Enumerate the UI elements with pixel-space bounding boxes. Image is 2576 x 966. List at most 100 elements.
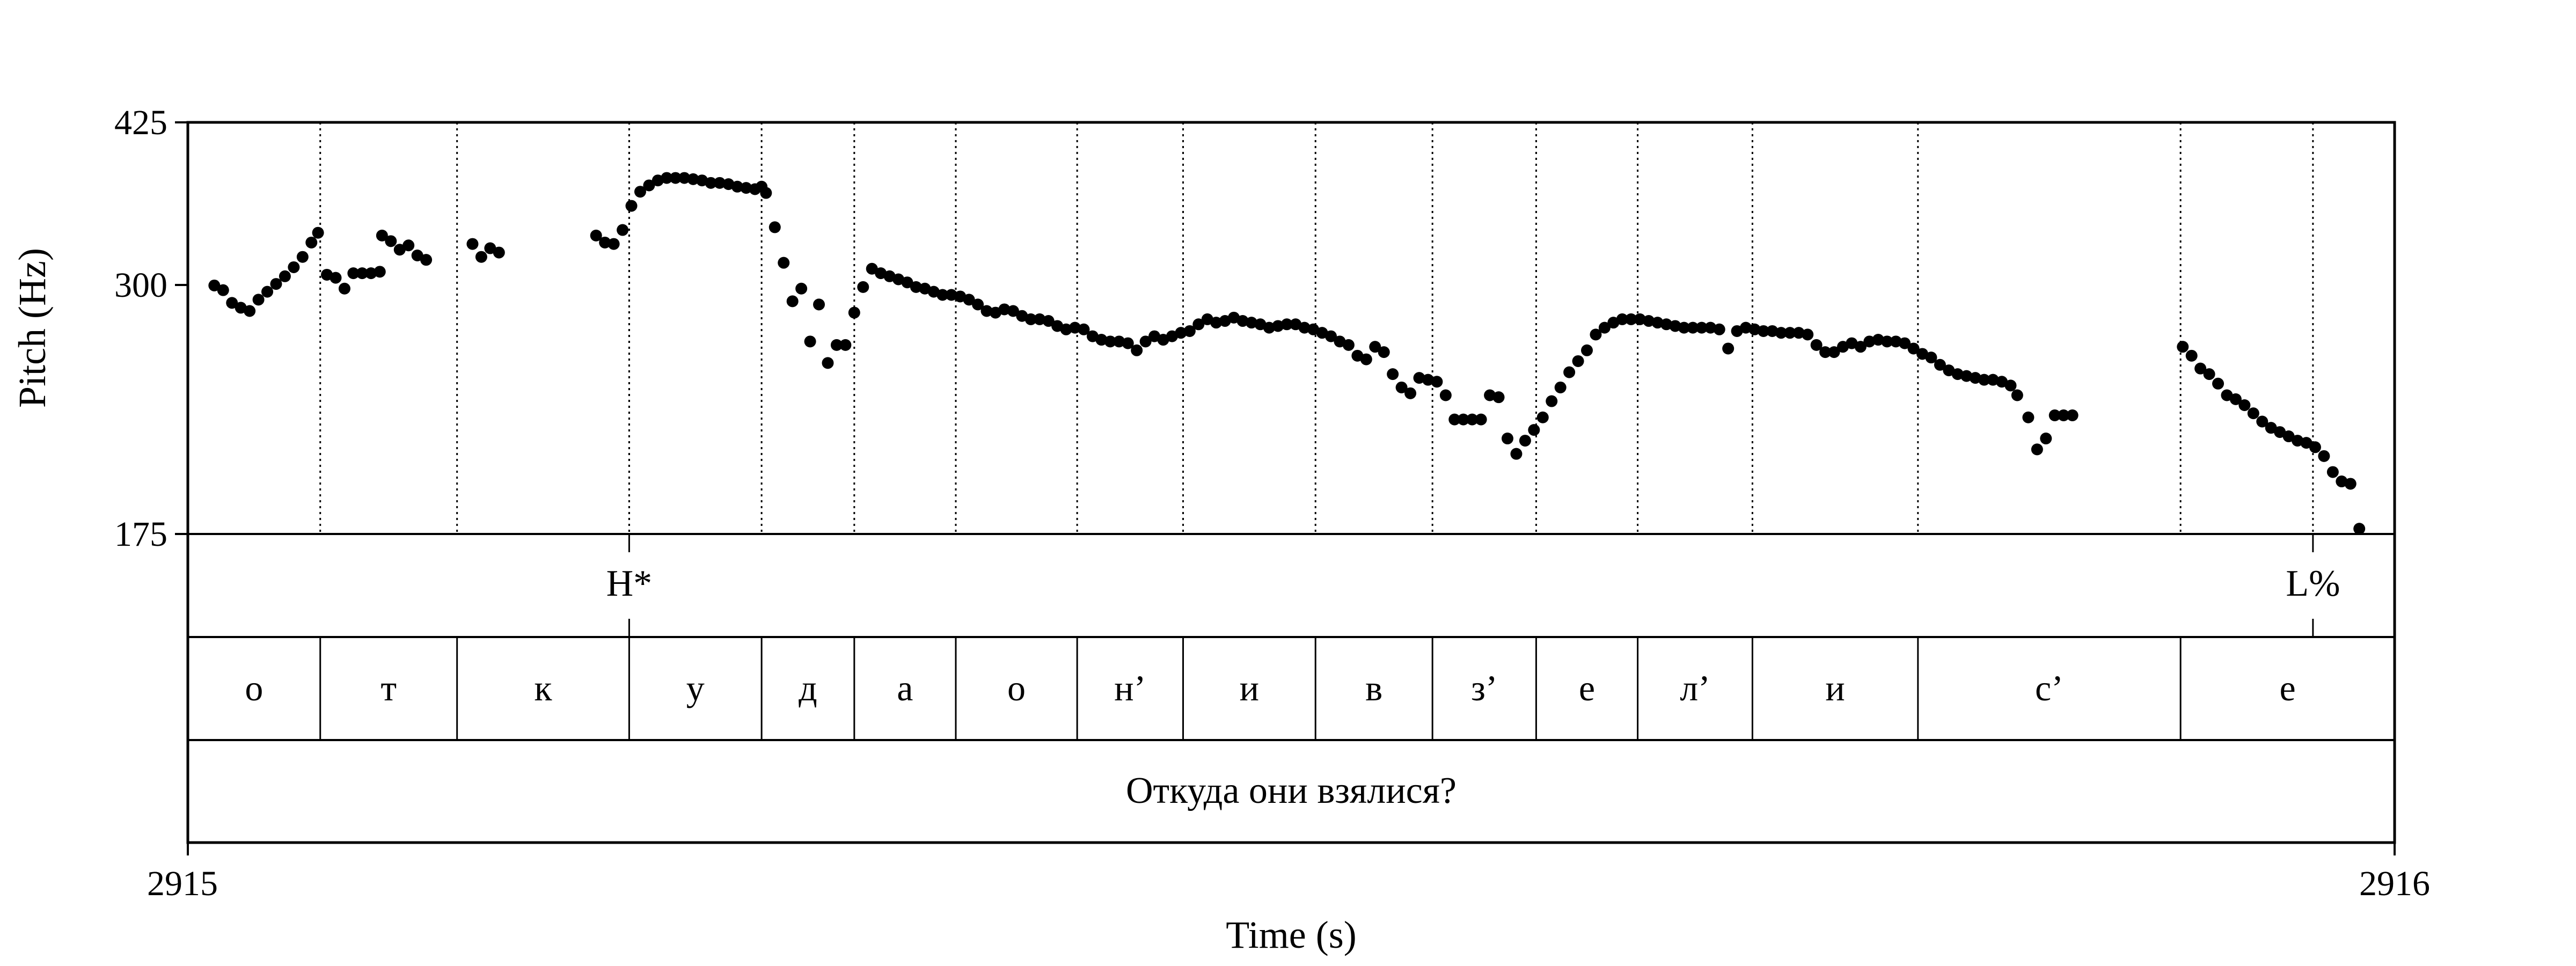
pitch-point-179 — [1899, 337, 1911, 349]
pitch-point-55 — [804, 335, 816, 348]
pitch-point-140 — [1554, 381, 1567, 393]
pitch-point-138 — [1536, 411, 1549, 423]
pitch-point-187 — [1969, 372, 1981, 384]
segment-label-13: и — [1825, 668, 1845, 708]
pitch-point-210 — [2274, 426, 2286, 438]
pitch-point-170 — [1819, 346, 1832, 358]
pitch-point-175 — [1863, 335, 1876, 348]
pitch-point-30 — [590, 229, 602, 241]
pitch-point-185 — [1951, 368, 1964, 380]
pitch-point-214 — [2309, 441, 2321, 453]
pitch-point-35 — [634, 186, 646, 198]
pitch-point-188 — [1978, 374, 1990, 386]
pitch-point-194 — [2031, 443, 2043, 456]
segment-label-11: е — [1579, 668, 1595, 708]
segment-label-8: и — [1240, 668, 1259, 708]
pitch-point-173 — [1846, 337, 1858, 349]
pitch-point-121 — [1387, 368, 1399, 380]
segment-label-6: о — [1007, 668, 1026, 708]
pitch-point-217 — [2336, 475, 2348, 488]
segment-label-5: а — [897, 668, 913, 708]
pitch-point-6 — [261, 286, 274, 298]
pitch-point-74 — [972, 298, 984, 311]
pitch-point-143 — [1581, 344, 1593, 356]
pitch-point-211 — [2282, 430, 2295, 443]
pitch-point-18 — [365, 267, 377, 280]
pitch-point-38 — [661, 172, 673, 184]
pitch-point-19 — [374, 266, 386, 278]
pitch-point-20 — [376, 229, 388, 241]
pitch-point-197 — [2058, 409, 2070, 421]
pitch-point-201 — [2194, 362, 2207, 375]
pitch-point-26 — [466, 238, 479, 250]
pitch-point-142 — [1572, 355, 1584, 367]
pitch-point-114 — [1325, 330, 1337, 342]
pitch-point-70 — [936, 289, 949, 301]
pitch-point-162 — [1748, 323, 1761, 335]
y-tick-label-425: 425 — [114, 103, 167, 142]
pitch-point-165 — [1775, 327, 1787, 339]
pitch-point-119 — [1369, 341, 1381, 353]
segment-label-2: к — [535, 668, 553, 708]
pitch-point-56 — [813, 298, 825, 311]
pitch-point-62 — [866, 262, 878, 275]
pitch-point-41 — [687, 173, 699, 185]
pitch-point-205 — [2229, 393, 2242, 405]
pitch-point-186 — [1960, 370, 1973, 382]
pitch-point-147 — [1616, 313, 1628, 325]
pitch-point-203 — [2212, 377, 2224, 390]
pitch-point-202 — [2203, 368, 2215, 380]
pitch-point-163 — [1757, 325, 1769, 337]
pitch-point-78 — [1007, 305, 1019, 317]
pitch-point-177 — [1881, 335, 1893, 348]
pitch-point-159 — [1722, 342, 1735, 355]
tone-label-1: L% — [2286, 563, 2340, 604]
tone-label-0: H* — [606, 563, 653, 604]
pitch-point-89 — [1104, 335, 1116, 348]
pitch-point-151 — [1651, 317, 1664, 329]
pitch-point-148 — [1625, 313, 1637, 325]
pitch-point-51 — [769, 221, 781, 233]
pitch-point-57 — [822, 357, 834, 369]
pitch-point-27 — [475, 251, 487, 263]
pitch-point-158 — [1713, 323, 1725, 335]
segment-label-12: л’ — [1680, 668, 1710, 708]
pitch-point-174 — [1854, 341, 1867, 353]
pitch-point-126 — [1431, 376, 1443, 388]
pitch-point-218 — [2344, 478, 2357, 490]
pitch-point-213 — [2300, 437, 2312, 449]
segment-label-7: н’ — [1114, 668, 1146, 708]
pitch-point-81 — [1034, 313, 1046, 325]
pitch-point-168 — [1802, 328, 1814, 341]
pitch-point-58 — [830, 339, 843, 351]
pitch-point-129 — [1457, 413, 1469, 426]
pitch-point-171 — [1828, 346, 1840, 358]
pitch-point-21 — [385, 235, 397, 247]
pitch-point-86 — [1078, 323, 1090, 335]
pitch-point-122 — [1395, 381, 1408, 393]
pitch-point-54 — [795, 282, 808, 295]
pitch-point-216 — [2326, 466, 2339, 478]
pitch-point-10 — [296, 251, 309, 263]
pitch-point-200 — [2185, 349, 2198, 362]
pitch-point-60 — [848, 306, 860, 319]
pitch-point-44 — [713, 177, 726, 189]
pitch-point-219 — [2353, 523, 2366, 535]
plot-frame — [186, 121, 2396, 844]
pitch-point-209 — [2265, 422, 2277, 434]
pitch-point-167 — [1792, 327, 1805, 339]
pitch-point-155 — [1687, 321, 1699, 334]
pitch-point-80 — [1024, 313, 1037, 325]
tone-tier: H* L% — [606, 122, 2340, 637]
pitch-point-75 — [980, 305, 993, 317]
pitch-point-144 — [1590, 328, 1602, 341]
pitch-point-193 — [2022, 411, 2035, 423]
pitch-point-97 — [1175, 327, 1187, 339]
pitch-point-92 — [1131, 344, 1143, 356]
y-axis-label: Pitch (Hz) — [11, 248, 54, 408]
pitch-point-131 — [1475, 413, 1487, 426]
pitch-point-34 — [625, 200, 638, 212]
pitch-point-71 — [945, 289, 957, 301]
pitch-point-189 — [1987, 374, 1999, 386]
pitch-point-141 — [1563, 366, 1576, 378]
